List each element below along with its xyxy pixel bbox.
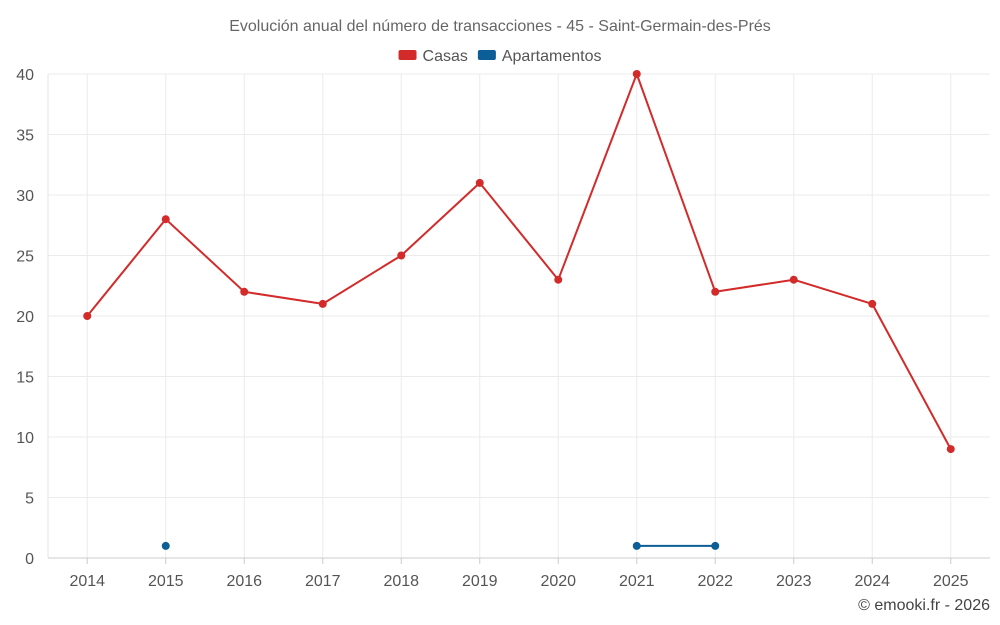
data-point-casas xyxy=(554,275,563,284)
chart-title: Evolución anual del número de transaccio… xyxy=(229,18,771,35)
x-tick-label: 2017 xyxy=(305,573,341,590)
x-tick-label: 2023 xyxy=(776,573,812,590)
data-point-apartamentos xyxy=(161,541,170,550)
x-tick-label: 2015 xyxy=(148,573,184,590)
data-point-casas xyxy=(83,312,92,320)
y-tick-label: 35 xyxy=(16,128,34,145)
legend-label-apartamentos: Apartamentos xyxy=(502,48,602,65)
x-tick-label: 2025 xyxy=(933,573,969,590)
x-tick-label: 2022 xyxy=(697,573,733,590)
series-layer xyxy=(83,70,955,550)
y-tick-label: 30 xyxy=(16,188,34,205)
y-tick-label: 5 xyxy=(25,491,34,508)
y-tick-label: 40 xyxy=(16,67,34,84)
x-tick-label: 2020 xyxy=(540,573,576,590)
legend-label-casas: Casas xyxy=(423,48,468,65)
data-point-casas xyxy=(161,215,170,224)
legend: Casas Apartamentos xyxy=(398,48,602,65)
data-point-casas xyxy=(946,445,955,454)
x-tick-label: 2024 xyxy=(854,573,890,590)
data-point-casas xyxy=(318,299,327,308)
data-point-casas xyxy=(397,251,406,260)
x-tick-label: 2014 xyxy=(69,573,105,590)
x-tick-label: 2021 xyxy=(619,573,655,590)
y-tick-label: 15 xyxy=(16,370,34,387)
x-tick-label: 2018 xyxy=(383,573,419,590)
data-point-casas xyxy=(475,178,484,187)
legend-swatch-casas xyxy=(398,50,417,60)
y-tick-label: 25 xyxy=(16,249,34,266)
data-point-casas xyxy=(789,275,798,284)
data-point-casas xyxy=(711,287,720,296)
footer-credit: © emooki.fr - 2026 xyxy=(858,597,990,614)
data-point-casas xyxy=(240,287,249,296)
x-tick-label: 2019 xyxy=(462,573,498,590)
grid xyxy=(48,73,990,559)
data-point-casas xyxy=(868,299,877,308)
series-line-casas xyxy=(86,73,952,450)
x-tick-label: 2016 xyxy=(226,573,262,590)
data-point-casas xyxy=(632,70,641,78)
legend-swatch-apartamentos xyxy=(477,50,496,60)
data-point-apartamentos xyxy=(632,541,641,550)
y-tick-label: 10 xyxy=(16,430,34,447)
y-tick-label: 20 xyxy=(16,309,34,326)
data-point-apartamentos xyxy=(711,541,720,550)
y-tick-label: 0 xyxy=(25,551,34,568)
